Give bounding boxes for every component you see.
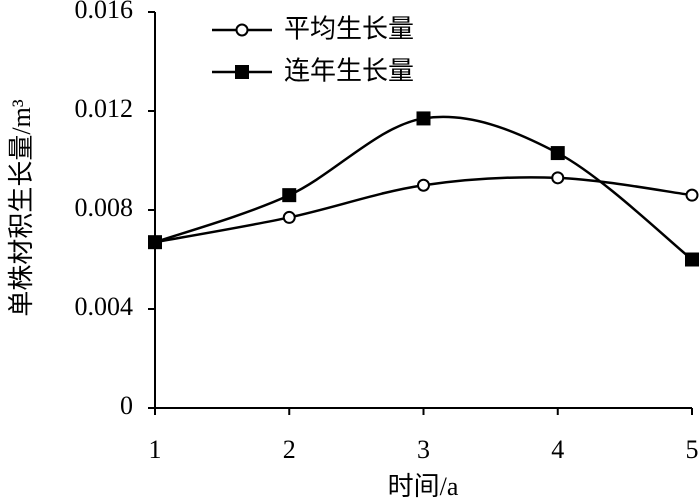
data-point bbox=[417, 178, 430, 192]
y-tick-label: 0.008 bbox=[75, 193, 134, 222]
y-tick-label: 0.012 bbox=[75, 94, 134, 123]
legend-marker bbox=[235, 23, 249, 37]
x-tick-label: 1 bbox=[149, 435, 162, 464]
x-axis-label: 时间/a bbox=[388, 472, 459, 501]
legend-label: 连年生长量 bbox=[284, 57, 414, 87]
y-tick-label: 0 bbox=[120, 391, 133, 420]
legend-marker bbox=[235, 65, 249, 79]
legend-label: 平均生长量 bbox=[284, 15, 414, 45]
x-tick-label: 5 bbox=[686, 435, 699, 464]
x-tick-label: 3 bbox=[417, 435, 430, 464]
data-point bbox=[685, 188, 699, 202]
y-axis-label: 单株材积生长量/m³ bbox=[7, 99, 36, 316]
data-point bbox=[416, 111, 431, 126]
y-tick-label: 0.016 bbox=[75, 0, 134, 24]
data-point bbox=[148, 235, 162, 250]
data-point bbox=[282, 188, 297, 203]
x-tick-label: 4 bbox=[551, 435, 564, 464]
data-point bbox=[551, 171, 565, 185]
data-point bbox=[550, 146, 565, 161]
x-tick-label: 2 bbox=[283, 435, 296, 464]
y-tick-label: 0.004 bbox=[75, 292, 134, 321]
data-point bbox=[282, 210, 296, 224]
data-point bbox=[685, 252, 699, 267]
